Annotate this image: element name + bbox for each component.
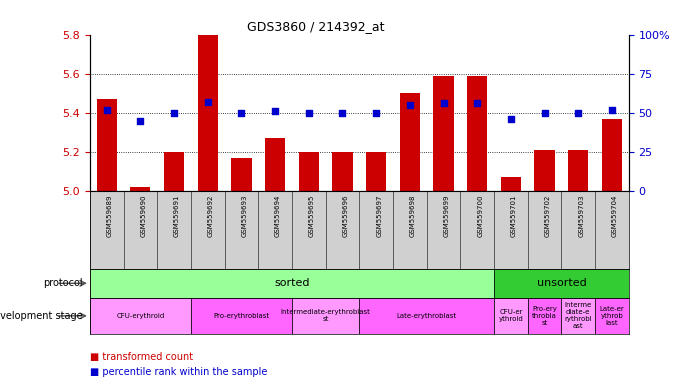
Text: GSM559698: GSM559698 bbox=[410, 195, 416, 237]
Text: GSM559694: GSM559694 bbox=[275, 195, 281, 237]
Text: GSM559693: GSM559693 bbox=[241, 195, 247, 237]
Text: ■ percentile rank within the sample: ■ percentile rank within the sample bbox=[90, 367, 267, 377]
Text: GSM559689: GSM559689 bbox=[106, 195, 113, 237]
Text: development stage: development stage bbox=[0, 311, 83, 321]
Text: GSM559691: GSM559691 bbox=[174, 195, 180, 237]
Text: Pro-ery
throbla
st: Pro-ery throbla st bbox=[532, 306, 557, 326]
Title: GDS3860 / 214392_at: GDS3860 / 214392_at bbox=[247, 20, 385, 33]
Text: GSM559699: GSM559699 bbox=[444, 195, 450, 237]
Bar bbox=[164, 152, 184, 191]
Bar bbox=[528, 298, 561, 334]
Bar bbox=[299, 152, 319, 191]
Point bbox=[101, 106, 112, 113]
Bar bbox=[359, 298, 494, 334]
Bar bbox=[467, 76, 487, 191]
Bar bbox=[90, 298, 191, 334]
Bar bbox=[198, 35, 218, 191]
Point bbox=[607, 106, 618, 113]
Bar bbox=[561, 298, 595, 334]
Bar bbox=[494, 298, 528, 334]
Point bbox=[303, 109, 314, 116]
Bar bbox=[292, 298, 359, 334]
Text: unsorted: unsorted bbox=[537, 278, 586, 288]
Point bbox=[236, 109, 247, 116]
Bar bbox=[332, 152, 352, 191]
Point bbox=[404, 102, 415, 108]
Bar bbox=[366, 152, 386, 191]
Text: GSM559695: GSM559695 bbox=[309, 195, 315, 237]
Point bbox=[505, 116, 516, 122]
Point bbox=[169, 109, 180, 116]
Point bbox=[269, 108, 281, 114]
Text: Intermediate-erythroblast
st: Intermediate-erythroblast st bbox=[281, 310, 370, 322]
Text: Pro-erythroblast: Pro-erythroblast bbox=[214, 313, 269, 319]
Point bbox=[370, 109, 381, 116]
Text: Interme
diate-e
rythrobl
ast: Interme diate-e rythrobl ast bbox=[565, 302, 592, 329]
Bar bbox=[433, 76, 453, 191]
Bar bbox=[399, 93, 420, 191]
Point bbox=[135, 118, 146, 124]
Text: CFU-er
ythroid: CFU-er ythroid bbox=[498, 310, 523, 322]
Bar bbox=[501, 177, 521, 191]
Bar bbox=[90, 269, 494, 298]
Point bbox=[539, 109, 550, 116]
Text: Late-er
ythrob
last: Late-er ythrob last bbox=[600, 306, 625, 326]
Text: GSM559690: GSM559690 bbox=[140, 195, 146, 237]
Text: GSM559696: GSM559696 bbox=[343, 195, 348, 237]
Text: protocol: protocol bbox=[44, 278, 83, 288]
Bar bbox=[231, 157, 252, 191]
Text: GSM559700: GSM559700 bbox=[477, 195, 483, 237]
Bar bbox=[191, 298, 292, 334]
Text: GSM559701: GSM559701 bbox=[511, 195, 517, 237]
Bar bbox=[602, 119, 622, 191]
Point bbox=[202, 99, 214, 105]
Bar bbox=[130, 187, 151, 191]
Bar bbox=[568, 150, 588, 191]
Text: GSM559697: GSM559697 bbox=[376, 195, 382, 237]
Text: ■ transformed count: ■ transformed count bbox=[90, 352, 193, 362]
Point bbox=[337, 109, 348, 116]
Text: GSM559692: GSM559692 bbox=[208, 195, 214, 237]
Point bbox=[438, 100, 449, 106]
Point bbox=[472, 100, 483, 106]
Bar bbox=[595, 298, 629, 334]
Text: GSM559703: GSM559703 bbox=[578, 195, 585, 237]
Text: GSM559704: GSM559704 bbox=[612, 195, 618, 237]
Bar bbox=[97, 99, 117, 191]
Text: Late-erythroblast: Late-erythroblast bbox=[397, 313, 457, 319]
Point bbox=[573, 109, 584, 116]
Text: CFU-erythroid: CFU-erythroid bbox=[116, 313, 164, 319]
Bar bbox=[494, 269, 629, 298]
Bar bbox=[535, 150, 555, 191]
Bar bbox=[265, 138, 285, 191]
Text: GSM559702: GSM559702 bbox=[545, 195, 551, 237]
Text: sorted: sorted bbox=[274, 278, 310, 288]
